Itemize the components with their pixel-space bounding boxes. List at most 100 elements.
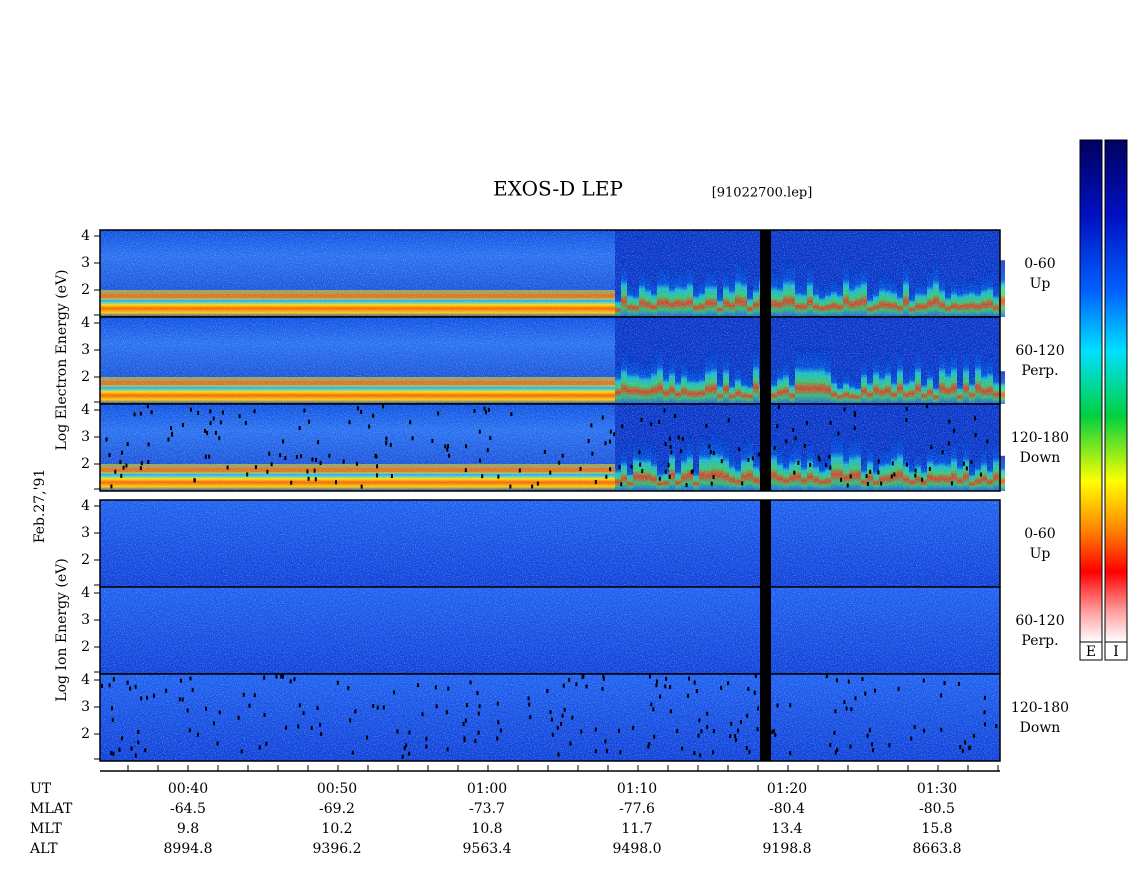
data-dropout <box>619 750 622 755</box>
data-dropout <box>375 454 378 459</box>
data-dropout <box>246 472 249 477</box>
data-dropout <box>134 753 137 758</box>
data-dropout <box>146 695 149 700</box>
data-dropout <box>376 705 379 710</box>
data-dropout <box>746 713 749 718</box>
direction-label: Up <box>1030 546 1051 562</box>
data-dropout <box>641 469 644 474</box>
data-gap <box>760 230 771 317</box>
data-dropout <box>311 457 314 462</box>
data-dropout <box>667 463 670 468</box>
data-dropout <box>594 727 597 732</box>
data-dropout <box>873 688 876 693</box>
data-dropout <box>730 721 733 726</box>
data-dropout <box>165 688 168 693</box>
data-dropout <box>665 676 668 681</box>
data-dropout <box>254 465 257 470</box>
data-dropout <box>372 703 375 708</box>
data-dropout <box>549 710 552 715</box>
data-dropout <box>431 439 434 444</box>
data-dropout <box>652 707 655 712</box>
data-dropout <box>528 702 531 707</box>
data-dropout <box>913 725 916 730</box>
data-dropout <box>489 436 492 441</box>
data-dropout <box>258 745 261 750</box>
data-dropout <box>983 695 986 700</box>
data-dropout <box>181 422 184 427</box>
range-label: 120-180 <box>1011 700 1069 716</box>
data-dropout <box>112 677 115 682</box>
data-dropout <box>877 470 880 475</box>
data-dropout <box>437 411 440 416</box>
range-label: 120-180 <box>1011 430 1069 446</box>
data-dropout <box>510 412 513 417</box>
data-dropout <box>100 683 103 688</box>
electron-axis-label: Log Electron Energy (eV) <box>54 269 70 450</box>
data-dropout <box>120 450 123 455</box>
data-dropout <box>986 439 989 444</box>
data-dropout <box>747 686 750 691</box>
data-dropout <box>681 436 684 441</box>
data-dropout <box>298 703 301 708</box>
data-dropout <box>561 713 564 718</box>
data-dropout <box>196 732 199 737</box>
data-dropout <box>447 444 450 449</box>
data-dropout <box>734 733 737 738</box>
data-dropout <box>171 432 174 437</box>
data-dropout <box>300 454 303 459</box>
data-dropout <box>685 483 688 488</box>
data-dropout <box>446 747 449 752</box>
data-dropout <box>833 730 836 735</box>
data-dropout <box>130 746 133 751</box>
data-dropout <box>393 690 396 695</box>
data-dropout <box>928 466 931 471</box>
data-dropout <box>189 407 192 412</box>
range-label: 60-120 <box>1015 343 1064 359</box>
spectrogram-noise <box>100 587 1000 674</box>
colorbar-label-box <box>1079 641 1103 661</box>
data-dropout <box>336 680 339 685</box>
data-dropout <box>558 460 561 465</box>
data-dropout <box>408 730 411 735</box>
data-dropout <box>481 474 484 479</box>
data-dropout <box>497 720 500 725</box>
data-gap <box>760 674 771 761</box>
data-dropout <box>356 461 359 466</box>
x-value: 9563.4 <box>463 841 512 857</box>
x-value: -69.2 <box>319 801 355 817</box>
data-dropout <box>739 719 742 724</box>
data-dropout <box>910 736 913 741</box>
data-dropout <box>877 459 880 464</box>
data-dropout <box>861 676 864 681</box>
data-dropout <box>828 454 831 459</box>
data-dropout <box>655 679 658 684</box>
y-tick-label: 2 <box>81 369 90 385</box>
data-dropout <box>897 686 900 691</box>
data-dropout <box>421 712 424 717</box>
y-tick-label: 3 <box>81 255 90 271</box>
data-dropout <box>560 721 563 726</box>
data-dropout <box>601 415 604 420</box>
data-dropout <box>757 706 760 711</box>
y-tick-label: 3 <box>81 525 90 541</box>
data-dropout <box>147 459 150 464</box>
data-dropout <box>864 691 867 696</box>
data-dropout <box>647 744 650 749</box>
data-dropout <box>527 696 530 701</box>
data-dropout <box>561 453 564 458</box>
data-dropout <box>803 443 806 448</box>
data-dropout <box>638 450 641 455</box>
data-dropout <box>905 462 908 467</box>
data-dropout <box>617 728 620 733</box>
data-dropout <box>710 481 713 486</box>
data-dropout <box>186 708 189 713</box>
data-dropout <box>265 741 268 746</box>
data-dropout <box>747 457 750 462</box>
data-dropout <box>974 432 977 437</box>
data-dropout <box>720 459 723 464</box>
data-dropout <box>120 473 123 478</box>
colorbar <box>1079 139 1103 643</box>
data-dropout <box>793 470 796 475</box>
data-dropout <box>957 681 960 686</box>
colorbar-label-box <box>1104 641 1128 661</box>
